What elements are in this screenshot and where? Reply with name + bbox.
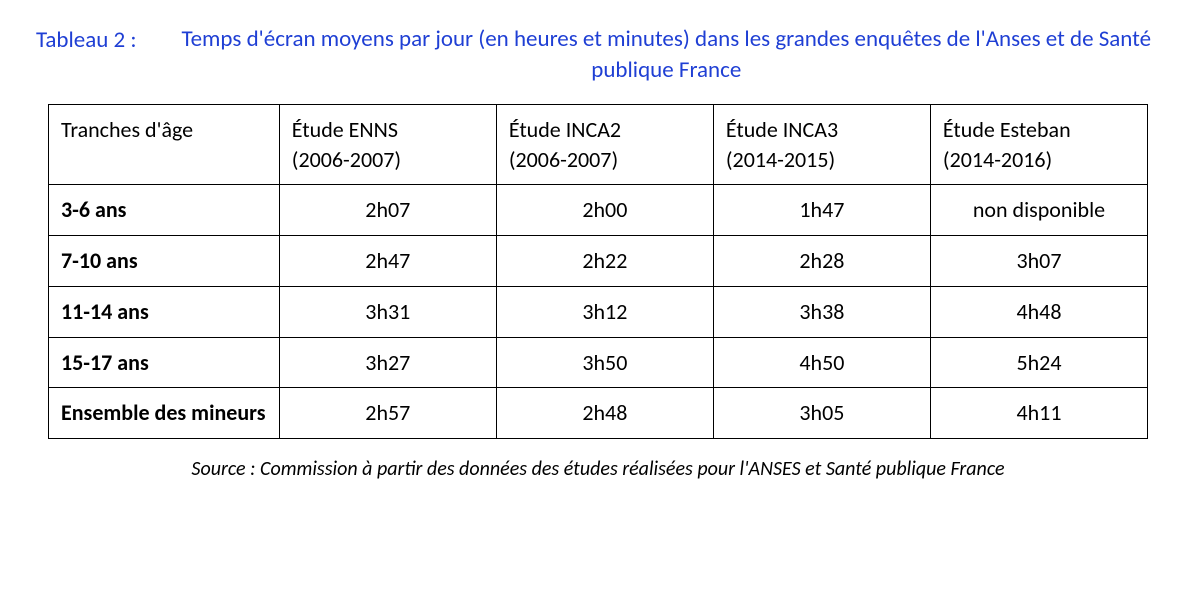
table-row: 7-10 ans 2h47 2h22 2h28 3h07 bbox=[49, 236, 1148, 287]
table-row: 3-6 ans 2h07 2h00 1h47 non disponible bbox=[49, 185, 1148, 236]
cell-value: 3h12 bbox=[496, 286, 713, 337]
row-label: 7-10 ans bbox=[49, 236, 280, 287]
source-citation: Source : Commission à partir des données… bbox=[36, 457, 1160, 481]
table-title-text: Temps d'écran moyens par jour (en heures… bbox=[173, 24, 1160, 86]
header-study-line2: (2014-2016) bbox=[943, 145, 1135, 175]
header-study-line1: Étude Esteban bbox=[943, 116, 1071, 143]
table-row: Ensemble des mineurs 2h57 2h48 3h05 4h11 bbox=[49, 388, 1148, 439]
cell-value: 3h31 bbox=[279, 286, 496, 337]
cell-value: non disponible bbox=[930, 185, 1147, 236]
header-study-line1: Étude INCA3 bbox=[726, 116, 838, 143]
cell-value: 1h47 bbox=[713, 185, 930, 236]
header-study-line1: Étude INCA2 bbox=[509, 116, 621, 143]
row-label: Ensemble des mineurs bbox=[49, 388, 280, 439]
header-age-groups: Tranches d'âge bbox=[49, 105, 280, 185]
cell-value: 4h11 bbox=[930, 388, 1147, 439]
table-number-label: Tableau 2 : bbox=[36, 24, 137, 54]
table-body: 3-6 ans 2h07 2h00 1h47 non disponible 7-… bbox=[49, 185, 1148, 438]
cell-value: 4h48 bbox=[930, 286, 1147, 337]
cell-value: 2h07 bbox=[279, 185, 496, 236]
cell-value: 2h28 bbox=[713, 236, 930, 287]
table-row: 15-17 ans 3h27 3h50 4h50 5h24 bbox=[49, 337, 1148, 388]
row-label: 3-6 ans bbox=[49, 185, 280, 236]
header-study-line2: (2006-2007) bbox=[509, 145, 701, 175]
cell-value: 3h07 bbox=[930, 236, 1147, 287]
cell-value: 2h48 bbox=[496, 388, 713, 439]
cell-value: 2h22 bbox=[496, 236, 713, 287]
row-label: 11-14 ans bbox=[49, 286, 280, 337]
cell-value: 2h57 bbox=[279, 388, 496, 439]
table-header-row: Tranches d'âge Étude ENNS (2006-2007) Ét… bbox=[49, 105, 1148, 185]
table-caption: Tableau 2 : Temps d'écran moyens par jou… bbox=[36, 24, 1160, 86]
screen-time-table: Tranches d'âge Étude ENNS (2006-2007) Ét… bbox=[48, 104, 1148, 439]
header-study-line2: (2006-2007) bbox=[292, 145, 484, 175]
cell-value: 3h27 bbox=[279, 337, 496, 388]
header-study-line2: (2014-2015) bbox=[726, 145, 918, 175]
row-label: 15-17 ans bbox=[49, 337, 280, 388]
cell-value: 3h50 bbox=[496, 337, 713, 388]
header-study-line1: Étude ENNS bbox=[292, 116, 398, 143]
header-study-enns: Étude ENNS (2006-2007) bbox=[279, 105, 496, 185]
cell-value: 2h00 bbox=[496, 185, 713, 236]
header-study-esteban: Étude Esteban (2014-2016) bbox=[930, 105, 1147, 185]
cell-value: 5h24 bbox=[930, 337, 1147, 388]
cell-value: 3h38 bbox=[713, 286, 930, 337]
table-row: 11-14 ans 3h31 3h12 3h38 4h48 bbox=[49, 286, 1148, 337]
cell-value: 3h05 bbox=[713, 388, 930, 439]
cell-value: 4h50 bbox=[713, 337, 930, 388]
header-study-inca2: Étude INCA2 (2006-2007) bbox=[496, 105, 713, 185]
cell-value: 2h47 bbox=[279, 236, 496, 287]
header-study-inca3: Étude INCA3 (2014-2015) bbox=[713, 105, 930, 185]
